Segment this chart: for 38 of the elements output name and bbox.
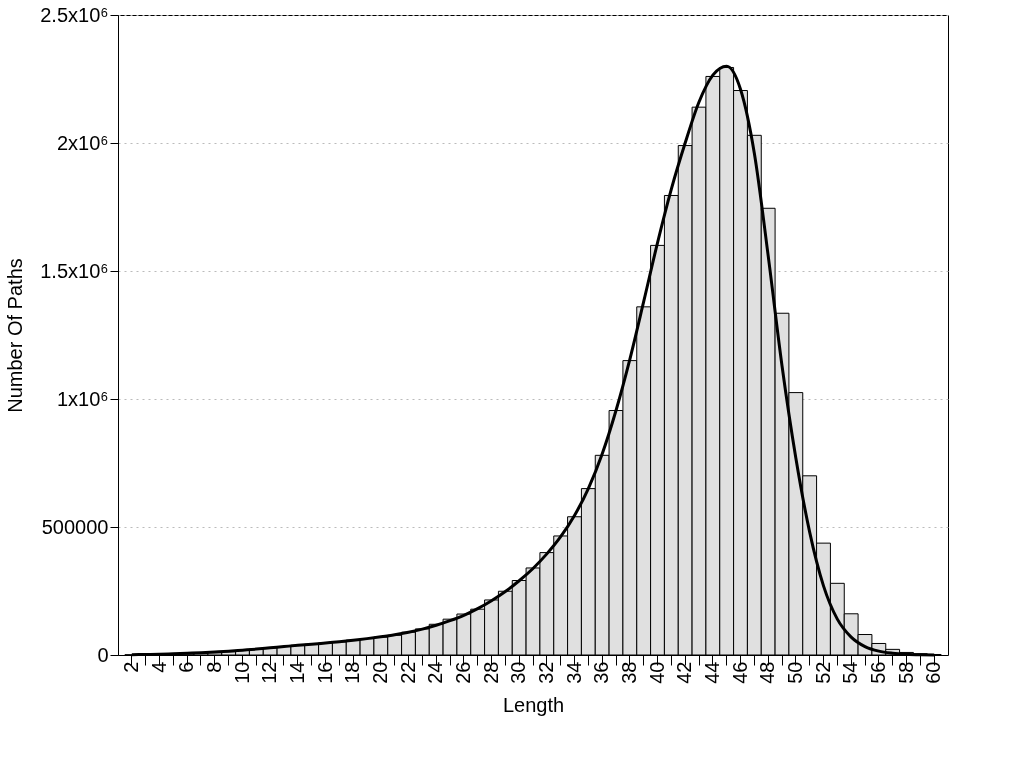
y-tick-label: 1x10⁶ <box>56 387 109 410</box>
y-tick-label: 0 <box>97 643 109 666</box>
x-tick-label: 46 <box>728 661 751 684</box>
x-tick-label: 24 <box>424 661 447 684</box>
x-tick-label: 52 <box>811 661 834 684</box>
x-tick-label: 56 <box>866 661 889 684</box>
x-tick-label: 58 <box>894 661 917 684</box>
x-tick-label: 14 <box>285 661 308 684</box>
x-tick-label: 20 <box>368 661 391 684</box>
x-tick-label: 12 <box>258 661 281 684</box>
x-tick-label: 28 <box>479 661 502 684</box>
x-tick-label: 40 <box>645 661 668 684</box>
x-tick-label: 30 <box>507 661 530 684</box>
y-tick-label: 1.5x10⁶ <box>40 259 109 282</box>
x-tick-label: 26 <box>451 661 474 684</box>
x-tick-label: 48 <box>756 661 779 684</box>
x-tick-label: 16 <box>313 661 336 684</box>
x-tick-label: 36 <box>590 661 613 684</box>
y-axis-title: Number Of Paths <box>4 258 27 413</box>
x-tick-label: 34 <box>562 661 585 684</box>
y-tick-label: 2x10⁶ <box>56 131 109 154</box>
x-tick-label: 38 <box>617 661 640 684</box>
x-tick-label: 18 <box>341 661 364 684</box>
x-tick-label: 22 <box>396 661 419 684</box>
x-axis-title: Length <box>502 693 565 716</box>
x-tick-label: 44 <box>700 661 723 684</box>
y-tick-label: 2.5x10⁶ <box>40 3 109 26</box>
x-tick-label: 42 <box>673 661 696 684</box>
x-tick-label: 6 <box>175 661 198 673</box>
x-tick-label: 8 <box>202 661 225 673</box>
x-tick-label: 4 <box>147 661 170 673</box>
x-tick-label: 32 <box>534 661 557 684</box>
x-tick-label: 60 <box>922 661 945 684</box>
x-tick-label: 10 <box>230 661 253 684</box>
y-tick-label: 500000 <box>41 515 109 538</box>
x-tick-label: 54 <box>839 661 862 684</box>
x-tick-label: 2 <box>119 661 142 673</box>
x-tick-label: 50 <box>783 661 806 684</box>
